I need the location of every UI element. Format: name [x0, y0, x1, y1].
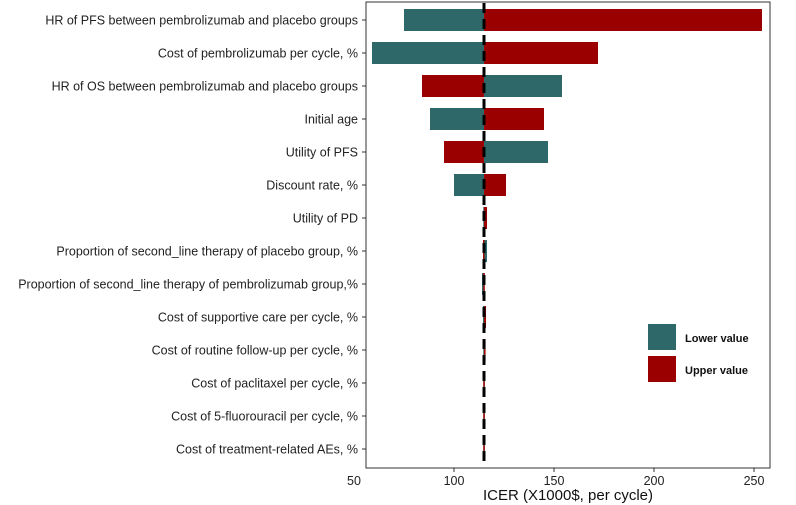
bar-upper-10 — [484, 339, 486, 361]
category-labels: HR of PFS between pembrolizumab and plac… — [18, 14, 366, 457]
x-axis: 50 100 150 200 250 — [347, 468, 764, 488]
category-label: Cost of paclitaxel per cycle, % — [191, 377, 358, 391]
x-tick-label: 50 — [347, 474, 361, 488]
category-label: HR of PFS between pembrolizumab and plac… — [45, 14, 358, 28]
category-label: Initial age — [304, 113, 358, 127]
bar-lower-4 — [484, 141, 548, 163]
category-label: Discount rate, % — [266, 179, 358, 193]
legend-label-upper: Upper value — [685, 365, 748, 377]
x-tick-label: 100 — [444, 474, 465, 488]
x-tick-label: 150 — [544, 474, 565, 488]
category-label: Utility of PFS — [286, 146, 358, 160]
bar-upper-0 — [484, 9, 762, 31]
category-label: Cost of supportive care per cycle, % — [158, 311, 358, 325]
bar-upper-12 — [483, 405, 485, 427]
category-label: Proportion of second_line therapy of pem… — [18, 278, 358, 292]
bar-lower-0 — [404, 9, 484, 31]
legend-swatch-upper — [648, 356, 676, 382]
bars-group — [372, 9, 762, 460]
x-tick-label: 200 — [644, 474, 665, 488]
bar-lower-3 — [430, 108, 484, 130]
category-label: HR of OS between pembrolizumab and place… — [52, 80, 358, 94]
bar-lower-1 — [372, 42, 484, 64]
category-label: Cost of 5-fluorouracil per cycle, % — [171, 410, 358, 424]
category-label: Cost of routine follow-up per cycle, % — [152, 344, 358, 358]
legend-label-lower: Lower value — [685, 333, 749, 345]
bar-upper-5 — [484, 174, 506, 196]
category-label: Cost of pembrolizumab per cycle, % — [158, 47, 358, 61]
bar-lower-2 — [484, 75, 562, 97]
bar-lower-5 — [454, 174, 484, 196]
legend-swatch-lower — [648, 324, 676, 350]
bar-upper-2 — [422, 75, 484, 97]
category-label: Proportion of second_line therapy of pla… — [56, 245, 358, 259]
category-label: Cost of treatment-related AEs, % — [176, 443, 358, 457]
bar-upper-4 — [444, 141, 484, 163]
bar-upper-1 — [484, 42, 598, 64]
bar-upper-13 — [483, 438, 485, 460]
bar-upper-3 — [484, 108, 544, 130]
x-axis-title: ICER (X1000$, per cycle) — [483, 487, 653, 504]
legend: Lower value Upper value — [648, 324, 749, 382]
panel-border — [365, 1, 771, 469]
x-tick-label: 250 — [744, 474, 765, 488]
bar-upper-11 — [483, 372, 485, 394]
category-label: Utility of PD — [293, 212, 358, 226]
